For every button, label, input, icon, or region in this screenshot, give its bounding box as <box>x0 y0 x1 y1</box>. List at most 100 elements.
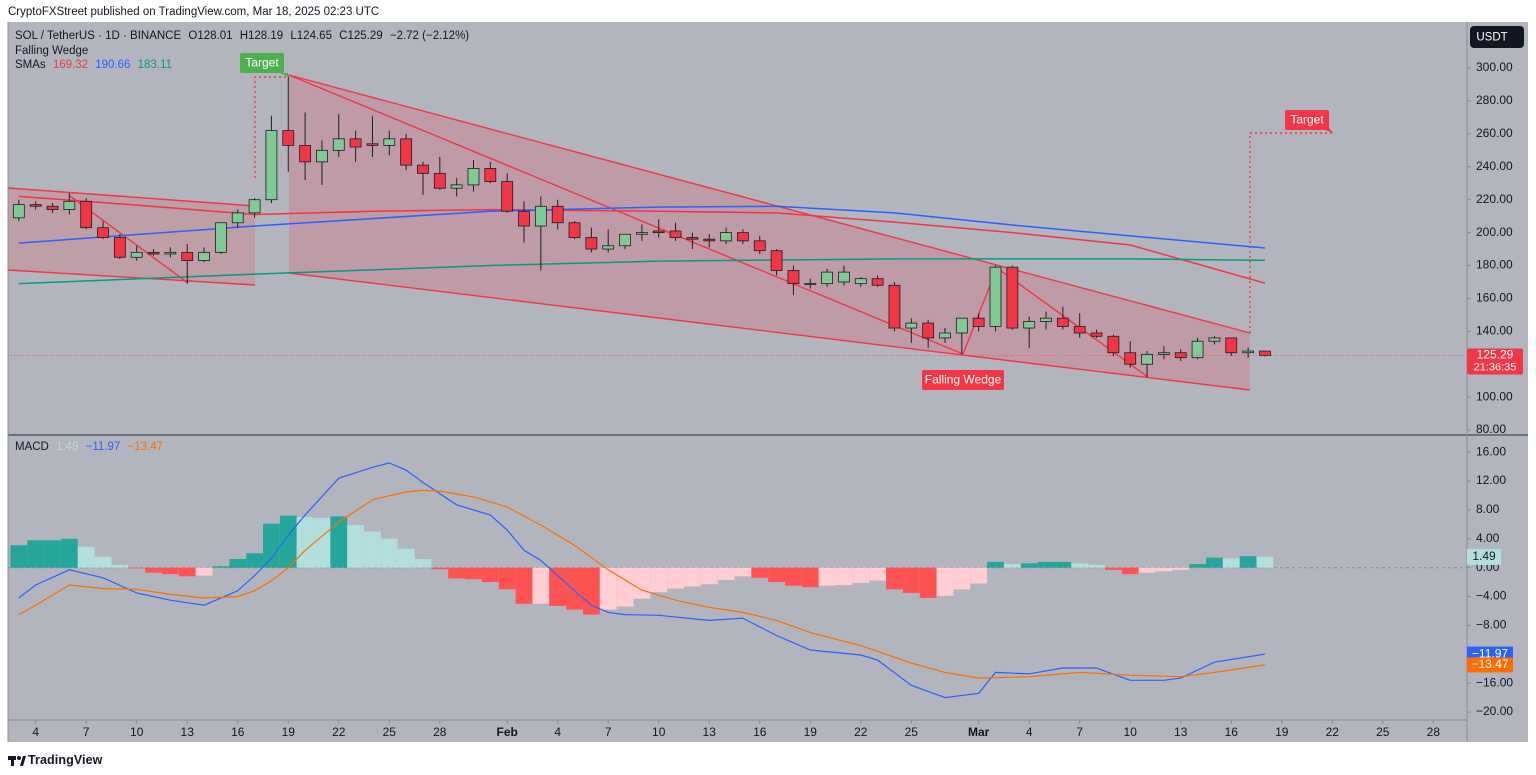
currency-box <box>1470 26 1524 48</box>
x-tick-label: 22 <box>1326 725 1340 739</box>
candle-body <box>1208 337 1221 342</box>
candle-body <box>972 317 985 327</box>
candle-body <box>652 230 665 234</box>
sma-label: SMAs <box>15 59 46 71</box>
signal-value: −13.47 <box>127 441 164 453</box>
histogram-bar <box>1020 563 1038 568</box>
y-tick-label: −16.00 <box>1476 675 1513 689</box>
candle-body <box>1141 353 1153 365</box>
candle-body <box>753 240 766 252</box>
histogram-bar <box>616 567 634 607</box>
histogram-bar <box>1121 567 1139 575</box>
line-series <box>18 462 1265 699</box>
histogram-bar <box>60 538 78 568</box>
y-tick-label: 200.00 <box>1476 225 1513 239</box>
candle-body <box>518 210 530 227</box>
candle-body <box>366 143 379 146</box>
candle-body <box>568 222 581 238</box>
x-tick-label: 16 <box>753 725 767 739</box>
histogram-bar <box>633 567 651 599</box>
histogram-bar <box>886 567 903 590</box>
histogram-bar <box>397 548 415 568</box>
histogram-bar <box>1054 561 1072 568</box>
histogram-bar <box>650 567 668 593</box>
candle-body <box>231 212 244 224</box>
candle-body <box>905 322 918 329</box>
candle-body <box>383 138 396 146</box>
histogram-bar <box>751 567 769 578</box>
histogram-bar <box>77 546 95 568</box>
x-tick-label: Mar <box>968 725 990 739</box>
histogram-bar <box>229 559 247 568</box>
macd-legend: MACD 1.49 −11.97 −13.47 <box>15 440 167 455</box>
histogram-bar <box>178 567 196 577</box>
x-tick-label: 25 <box>1376 725 1390 739</box>
line-series <box>18 205 1265 249</box>
candle-body <box>703 238 716 242</box>
x-tick-label: 19 <box>1275 725 1289 739</box>
histogram-bar <box>1239 556 1257 568</box>
histogram-bar <box>869 567 887 581</box>
annotation-label: Target <box>1290 113 1324 127</box>
histogram-bar <box>364 531 381 568</box>
histogram-bar <box>94 556 112 568</box>
candle-body <box>130 251 143 258</box>
histogram-bar <box>667 567 684 589</box>
x-tick-label: 25 <box>383 725 397 739</box>
macd-title: MACD <box>15 441 49 453</box>
histogram-bar <box>1088 564 1105 568</box>
series-value-box <box>1467 657 1513 673</box>
histogram-bar <box>481 567 499 583</box>
histogram-bar <box>246 553 263 568</box>
x-tick-label: 13 <box>703 725 717 739</box>
y-tick-label: 16.00 <box>1476 444 1506 458</box>
candle-body <box>433 172 446 189</box>
candle-body <box>248 199 261 214</box>
candle-body <box>854 278 867 285</box>
macd-plot <box>8 462 1467 699</box>
target-box <box>240 53 284 73</box>
candle-body <box>147 251 160 255</box>
histogram-bar <box>1037 561 1055 568</box>
histogram-bar <box>10 545 28 568</box>
histogram-value-box <box>1467 548 1501 565</box>
candle-body <box>821 271 834 285</box>
candle-body <box>80 200 93 229</box>
candle-body <box>619 233 631 247</box>
candle-body <box>417 164 429 174</box>
sma-value: 169.32 <box>52 59 89 71</box>
x-tick-label: 28 <box>1427 725 1441 739</box>
histogram-bar <box>532 567 550 604</box>
chart-background <box>8 22 1528 742</box>
histogram-bar <box>768 567 785 583</box>
candle-body <box>787 270 800 285</box>
candle-body <box>1006 266 1019 329</box>
x-tick-label: Feb <box>497 725 518 739</box>
candle-body <box>97 227 109 238</box>
histogram-bar <box>1256 556 1274 568</box>
histogram-bar <box>313 517 331 568</box>
candle-body <box>551 205 564 224</box>
candle-body <box>585 237 598 250</box>
candle-body <box>215 222 227 253</box>
candle-body <box>450 184 463 189</box>
pattern-label: Falling Wedge <box>15 44 89 57</box>
candle-body <box>400 138 413 166</box>
histogram-bar <box>161 567 179 575</box>
candle-body <box>1023 321 1036 329</box>
candle-body <box>164 251 177 255</box>
candle-body <box>63 200 76 210</box>
x-tick-label: 13 <box>1174 725 1188 739</box>
annotation-label: Target <box>245 56 279 70</box>
y-tick-label: 240.00 <box>1476 159 1513 173</box>
logo <box>8 756 26 766</box>
histogram-bar <box>1172 567 1190 570</box>
y-tick-label: 280.00 <box>1476 93 1513 107</box>
candle-body <box>804 283 817 286</box>
ohlc-high: H128.19 <box>239 30 284 42</box>
histogram-value-label: 1.49 <box>1472 549 1496 563</box>
y-tick-label: −20.00 <box>1476 704 1513 718</box>
histogram-bar <box>902 567 920 593</box>
histogram-bar <box>1189 564 1206 568</box>
